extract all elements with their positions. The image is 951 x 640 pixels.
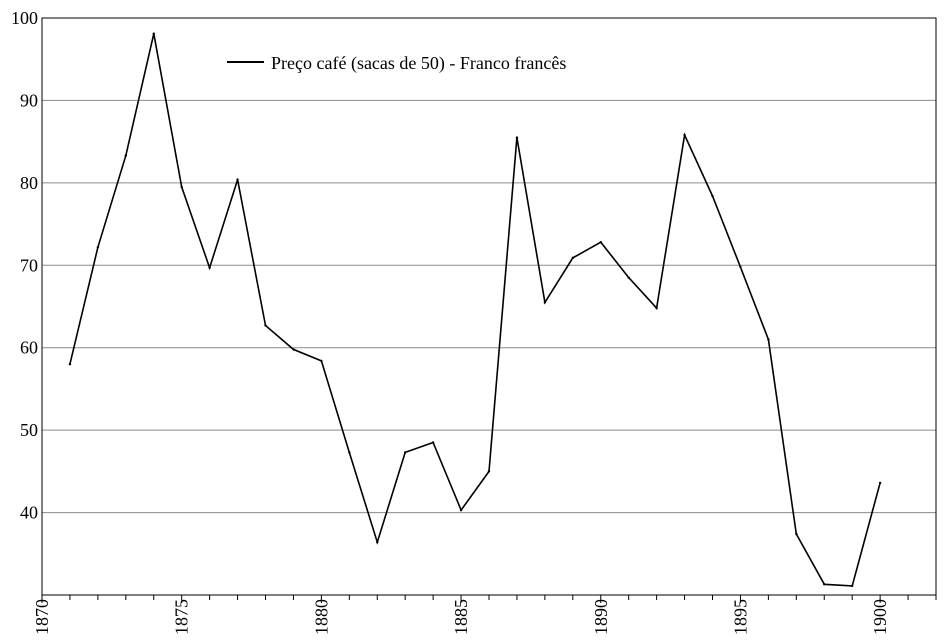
data-point <box>376 541 379 544</box>
data-point <box>739 265 742 269</box>
legend: Preço café (sacas de 50) - Franco francê… <box>227 53 566 74</box>
x-tick-label: 1875 <box>172 599 192 635</box>
data-point <box>152 32 155 35</box>
data-point <box>292 348 295 351</box>
data-point <box>236 178 239 181</box>
data-point <box>487 470 491 473</box>
grid-lines <box>42 17 936 514</box>
data-point <box>823 583 826 586</box>
data-point <box>403 451 407 454</box>
data-point <box>655 306 658 310</box>
y-tick-label: 100 <box>11 8 38 28</box>
data-point <box>96 245 100 249</box>
data-point <box>264 324 267 327</box>
plot-frame <box>41 17 937 596</box>
y-tick-label: 70 <box>20 255 38 275</box>
data-point <box>348 451 351 454</box>
data-point <box>180 185 183 189</box>
data-point <box>431 441 435 444</box>
y-tick-label: 80 <box>20 173 38 193</box>
data-point <box>850 584 854 588</box>
x-tick-label: 1890 <box>591 599 611 635</box>
data-point <box>543 301 547 304</box>
data-point <box>627 276 630 279</box>
data-point <box>320 359 323 363</box>
y-tick-label: 50 <box>20 420 38 440</box>
data-point <box>767 338 770 341</box>
x-tick-label: 1880 <box>311 599 331 635</box>
data-point <box>459 508 463 512</box>
data-point <box>124 154 128 157</box>
data-point <box>683 133 686 137</box>
y-tick-label: 40 <box>20 503 38 523</box>
data-point <box>795 532 798 536</box>
axis-ticks: 40 50 60 70 80 90 100 1870 1875 1880 1885 1890 1895 1… <box>11 8 937 635</box>
data-point <box>208 266 211 269</box>
data-point <box>878 481 882 485</box>
axes <box>41 17 937 596</box>
data-point <box>515 136 519 139</box>
x-tick-label: 1895 <box>730 599 750 635</box>
y-tick-label: 90 <box>20 90 38 110</box>
data-point <box>68 363 72 366</box>
data-point <box>711 194 714 198</box>
x-tick-label: 1900 <box>870 599 890 635</box>
series-line <box>69 33 881 587</box>
y-tick-label: 60 <box>20 338 38 358</box>
x-tick-label: 1870 <box>32 599 52 635</box>
legend-label: Preço café (sacas de 50) - Franco francê… <box>271 53 566 74</box>
series-layer <box>68 32 882 588</box>
x-tick-label: 1885 <box>451 599 471 635</box>
data-point <box>571 256 575 260</box>
data-point <box>599 241 602 244</box>
